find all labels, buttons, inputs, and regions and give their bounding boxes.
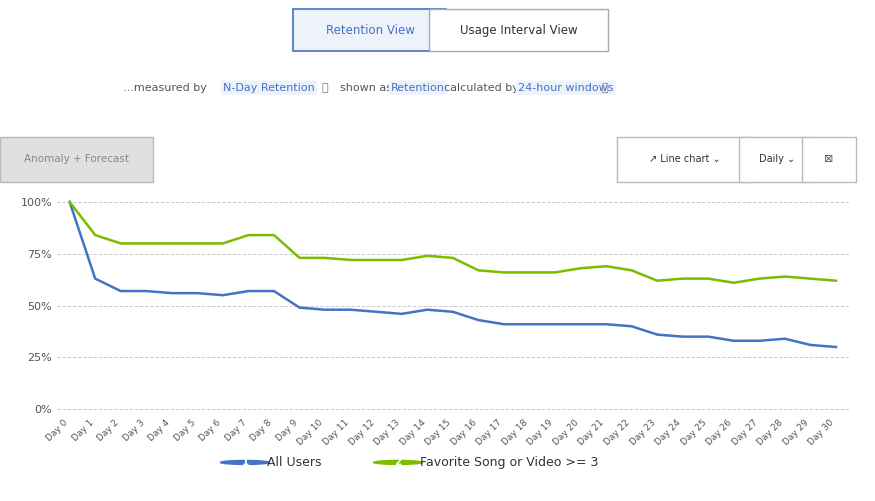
FancyBboxPatch shape [293, 9, 446, 52]
Text: 1: 1 [242, 457, 248, 467]
Text: 24-hour windows: 24-hour windows [518, 83, 613, 93]
FancyBboxPatch shape [0, 137, 153, 181]
Text: N-Day Retention: N-Day Retention [223, 83, 315, 93]
Circle shape [374, 460, 423, 464]
Text: ⓘ: ⓘ [602, 83, 609, 93]
Text: Usage Interval View: Usage Interval View [460, 24, 578, 37]
FancyBboxPatch shape [802, 137, 856, 181]
FancyBboxPatch shape [739, 137, 814, 181]
Circle shape [220, 460, 270, 464]
Text: Favorite Song or Video >= 3: Favorite Song or Video >= 3 [420, 456, 598, 469]
Text: ...measured by: ...measured by [123, 83, 206, 93]
Text: Anomaly + Forecast: Anomaly + Forecast [24, 154, 130, 164]
Text: Daily ⌄: Daily ⌄ [759, 154, 795, 164]
Text: shown as: shown as [340, 83, 391, 93]
Text: ↗ Line chart ⌄: ↗ Line chart ⌄ [649, 154, 721, 164]
FancyBboxPatch shape [617, 137, 752, 181]
Text: calculated by: calculated by [444, 83, 520, 93]
Text: ⊠: ⊠ [824, 154, 833, 164]
FancyBboxPatch shape [429, 9, 608, 52]
Text: All Users: All Users [267, 456, 321, 469]
Text: 2: 2 [395, 457, 402, 467]
Text: Retention View: Retention View [326, 24, 415, 37]
Text: Retention: Retention [391, 83, 445, 93]
Text: ⓘ: ⓘ [322, 83, 329, 93]
